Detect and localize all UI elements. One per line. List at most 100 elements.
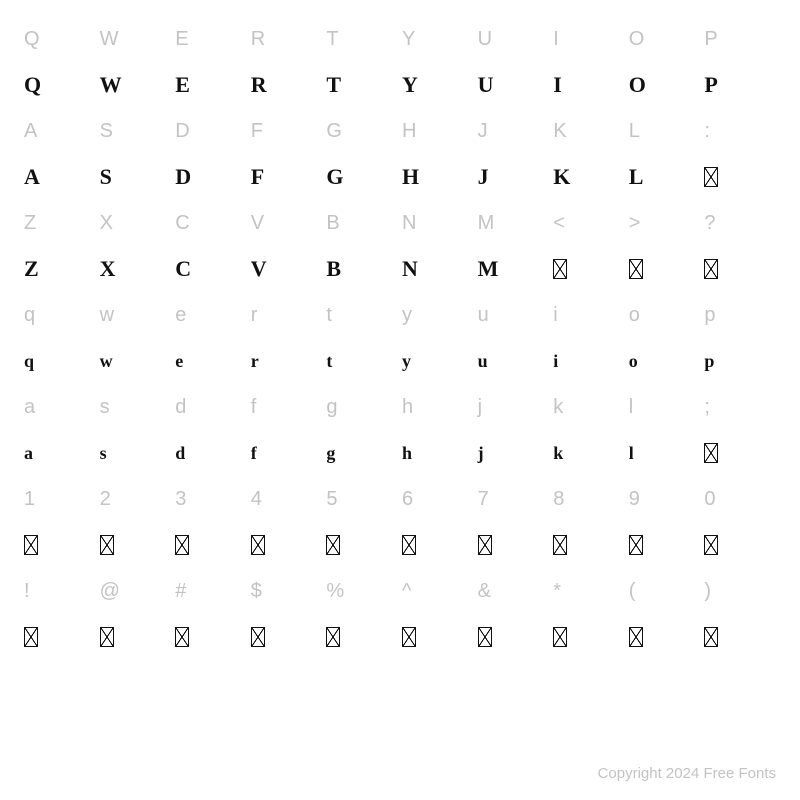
reference-char: ;: [702, 384, 778, 430]
reference-char: a: [22, 384, 98, 430]
glyph-label: r: [251, 351, 259, 372]
glyph-char: t: [324, 338, 400, 384]
glyph-char: [702, 430, 778, 476]
glyph-char: Y: [400, 62, 476, 108]
glyph-char: [627, 522, 703, 568]
reference-label: i: [553, 304, 558, 327]
glyph-char: L: [627, 154, 703, 200]
reference-char: Z: [22, 200, 98, 246]
reference-char: R: [249, 16, 325, 62]
reference-char: l: [627, 384, 703, 430]
glyph-label: J: [478, 164, 489, 190]
reference-char: 0: [702, 476, 778, 522]
glyph-label: F: [251, 164, 264, 190]
reference-char: 4: [249, 476, 325, 522]
reference-label: J: [478, 120, 489, 143]
reference-char: A: [22, 108, 98, 154]
reference-char: e: [173, 292, 249, 338]
reference-char: G: [324, 108, 400, 154]
reference-label: W: [100, 28, 119, 51]
glyph-char: [702, 522, 778, 568]
glyph-char: Z: [22, 246, 98, 292]
reference-char: k: [551, 384, 627, 430]
reference-char: Y: [400, 16, 476, 62]
reference-char: o: [627, 292, 703, 338]
reference-label: t: [326, 304, 332, 327]
glyph-label: g: [326, 443, 335, 464]
glyph-char: [551, 614, 627, 660]
reference-char: O: [627, 16, 703, 62]
glyph-char: [400, 522, 476, 568]
reference-char: %: [324, 568, 400, 614]
notdef-glyph-icon: [100, 627, 114, 647]
font-character-map: QWERTYUIOPQWERTYUIOPASDFGHJKL:ASDFGHJKLZ…: [0, 0, 800, 800]
reference-label: 1: [24, 488, 36, 511]
reference-char: h: [400, 384, 476, 430]
reference-char: 6: [400, 476, 476, 522]
glyph-char: [173, 614, 249, 660]
reference-label: Q: [24, 28, 40, 51]
reference-label: :: [704, 120, 710, 143]
glyph-label: L: [629, 164, 644, 190]
reference-char: I: [551, 16, 627, 62]
notdef-glyph-icon: [629, 535, 643, 555]
reference-label: 5: [326, 488, 338, 511]
glyph-char: R: [249, 62, 325, 108]
glyph-char: G: [324, 154, 400, 200]
glyph-char: [249, 614, 325, 660]
reference-char: Q: [22, 16, 98, 62]
reference-label: >: [629, 212, 641, 235]
reference-char: w: [98, 292, 174, 338]
reference-label: 2: [100, 488, 112, 511]
notdef-glyph-icon: [553, 535, 567, 555]
glyph-char: [173, 522, 249, 568]
glyph-char: [551, 246, 627, 292]
notdef-glyph-icon: [478, 535, 492, 555]
glyph-label: W: [100, 72, 122, 98]
reference-label: M: [478, 212, 495, 235]
reference-char: >: [627, 200, 703, 246]
reference-label: P: [704, 28, 718, 51]
glyph-char: e: [173, 338, 249, 384]
reference-char: *: [551, 568, 627, 614]
glyph-char: [702, 246, 778, 292]
reference-char: 9: [627, 476, 703, 522]
reference-char: r: [249, 292, 325, 338]
reference-label: k: [553, 396, 564, 419]
glyph-label: w: [100, 351, 113, 372]
reference-label: A: [24, 120, 38, 143]
glyph-char: [702, 614, 778, 660]
reference-label: 3: [175, 488, 187, 511]
notdef-glyph-icon: [704, 627, 718, 647]
glyph-char: j: [476, 430, 552, 476]
glyph-label: O: [629, 72, 646, 98]
reference-char: 8: [551, 476, 627, 522]
notdef-glyph-icon: [478, 627, 492, 647]
glyph-label: C: [175, 256, 191, 282]
reference-label: @: [100, 580, 121, 603]
reference-char: q: [22, 292, 98, 338]
reference-label: F: [251, 120, 264, 143]
glyph-char: s: [98, 430, 174, 476]
reference-label: K: [553, 120, 567, 143]
reference-label: 6: [402, 488, 414, 511]
reference-char: s: [98, 384, 174, 430]
reference-char: K: [551, 108, 627, 154]
glyph-label: R: [251, 72, 267, 98]
reference-char: B: [324, 200, 400, 246]
glyph-label: N: [402, 256, 418, 282]
reference-char: V: [249, 200, 325, 246]
glyph-label: K: [553, 164, 570, 190]
reference-label: 7: [478, 488, 490, 511]
glyph-char: W: [98, 62, 174, 108]
reference-label: g: [326, 396, 338, 419]
glyph-char: Q: [22, 62, 98, 108]
glyph-char: [476, 522, 552, 568]
notdef-glyph-icon: [326, 627, 340, 647]
reference-char: u: [476, 292, 552, 338]
glyph-char: h: [400, 430, 476, 476]
glyph-char: E: [173, 62, 249, 108]
notdef-glyph-icon: [704, 535, 718, 555]
glyph-char: A: [22, 154, 98, 200]
reference-char: @: [98, 568, 174, 614]
